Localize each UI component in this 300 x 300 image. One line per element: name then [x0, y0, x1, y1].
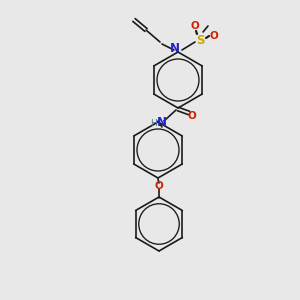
- Text: O: O: [210, 31, 218, 41]
- Text: N: N: [157, 116, 167, 130]
- Text: S: S: [196, 34, 204, 46]
- Text: O: O: [154, 181, 164, 191]
- Text: O: O: [188, 111, 196, 121]
- Text: N: N: [170, 43, 180, 56]
- Text: H: H: [151, 118, 158, 127]
- Text: O: O: [190, 21, 200, 31]
